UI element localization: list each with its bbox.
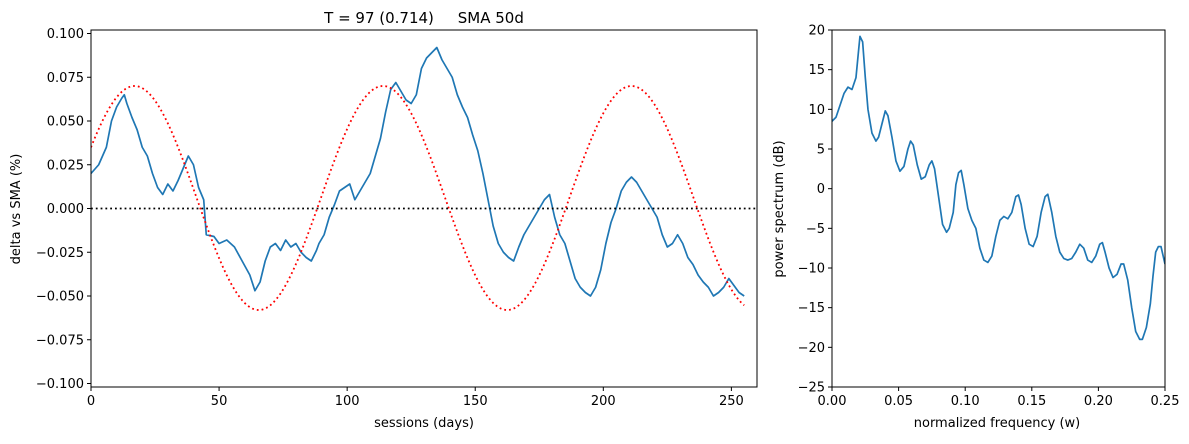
left-series-sine-fit — [91, 85, 745, 311]
right-y-tick-label: 0 — [817, 182, 825, 197]
right-x-tick-label: 0.05 — [884, 394, 913, 409]
right-series-spectrum — [832, 35, 1165, 341]
right-y-tick-label: 15 — [808, 63, 825, 78]
left-x-tick-label: 200 — [591, 394, 616, 409]
right-plot: 0.00 0.05 0.10 0.15 0.20 0.25 −25 −20 −15 −10 −5 0 5… — [798, 24, 1180, 410]
left-y-tick-label: 0.100 — [47, 27, 84, 42]
left-y-tick-label: −0.050 — [36, 290, 84, 305]
left-x-tick-label: 100 — [335, 394, 360, 409]
left-y-tick-label: −0.075 — [36, 333, 84, 348]
left-x-axis-label: sessions (days) — [374, 416, 474, 431]
left-x-tick-label: 250 — [719, 394, 744, 409]
right-series-group — [832, 35, 1165, 341]
left-plot: 0 50 100 150 200 250 −0.100 −0.075 −0.050 −0.025 0… — [36, 27, 758, 409]
chart-title: T = 97 (0.714) SMA 50d — [323, 9, 524, 27]
right-y-axis-label: power spectrum (dB) — [772, 140, 787, 277]
left-y-axis-label: delta vs SMA (%) — [9, 154, 24, 265]
right-y-tick-label: −10 — [798, 262, 825, 277]
right-y-tick-label: 10 — [808, 103, 825, 118]
right-y-tick-label: 20 — [808, 24, 825, 39]
right-y-tick-label: −15 — [798, 301, 825, 316]
right-y-tick-label: −5 — [806, 222, 825, 237]
left-y-tick-label: 0.050 — [47, 115, 84, 130]
right-x-tick-label: 0.20 — [1084, 394, 1113, 409]
right-x-tick-label: 0.25 — [1151, 394, 1180, 409]
left-y-tick-label: −0.100 — [36, 377, 84, 392]
right-y-tick-label: −20 — [798, 341, 825, 356]
left-y-tick-label: 0.000 — [47, 202, 84, 217]
right-x-axis-label: normalized frequency (w) — [914, 416, 1080, 431]
right-y-tick-label: 5 — [817, 143, 825, 158]
left-x-tick-label: 0 — [87, 394, 95, 409]
left-x-tick-label: 50 — [211, 394, 228, 409]
left-y-tick-label: 0.025 — [47, 158, 84, 173]
right-x-tick-label: 0.10 — [951, 394, 980, 409]
right-axes-frame — [831, 29, 1166, 388]
right-x-tick-label: 0.00 — [818, 394, 847, 409]
left-y-tick-label: 0.075 — [47, 71, 84, 86]
left-x-tick-label: 150 — [463, 394, 488, 409]
right-y-tick-label: −25 — [798, 381, 825, 396]
left-series-delta — [91, 46, 745, 297]
left-y-tick-label: −0.025 — [36, 246, 84, 261]
left-series-group — [91, 46, 757, 311]
right-x-tick-label: 0.15 — [1017, 394, 1046, 409]
